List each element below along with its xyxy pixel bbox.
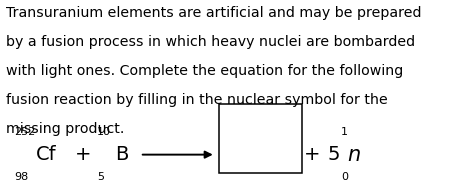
Text: B: B — [115, 145, 128, 164]
Text: 0: 0 — [341, 172, 348, 182]
Bar — [219, 104, 302, 173]
Text: missing product.: missing product. — [6, 122, 125, 136]
Text: by a fusion process in which heavy nuclei are bombarded: by a fusion process in which heavy nucle… — [6, 35, 415, 49]
Text: +: + — [304, 145, 320, 164]
Text: fusion reaction by filling in the nuclear symbol for the: fusion reaction by filling in the nuclea… — [6, 93, 388, 107]
Text: Transuranium elements are artificial and may be prepared: Transuranium elements are artificial and… — [6, 6, 422, 20]
Text: 5: 5 — [97, 172, 104, 182]
Text: 98: 98 — [14, 172, 28, 182]
Text: 5: 5 — [327, 145, 339, 164]
Text: with light ones. Complete the equation for the following: with light ones. Complete the equation f… — [6, 64, 403, 78]
Text: 1: 1 — [341, 127, 348, 137]
Text: 10: 10 — [97, 127, 111, 137]
Text: Cf: Cf — [36, 145, 56, 164]
Text: 252: 252 — [14, 127, 36, 137]
Text: n: n — [347, 145, 360, 165]
Text: +: + — [75, 145, 91, 164]
